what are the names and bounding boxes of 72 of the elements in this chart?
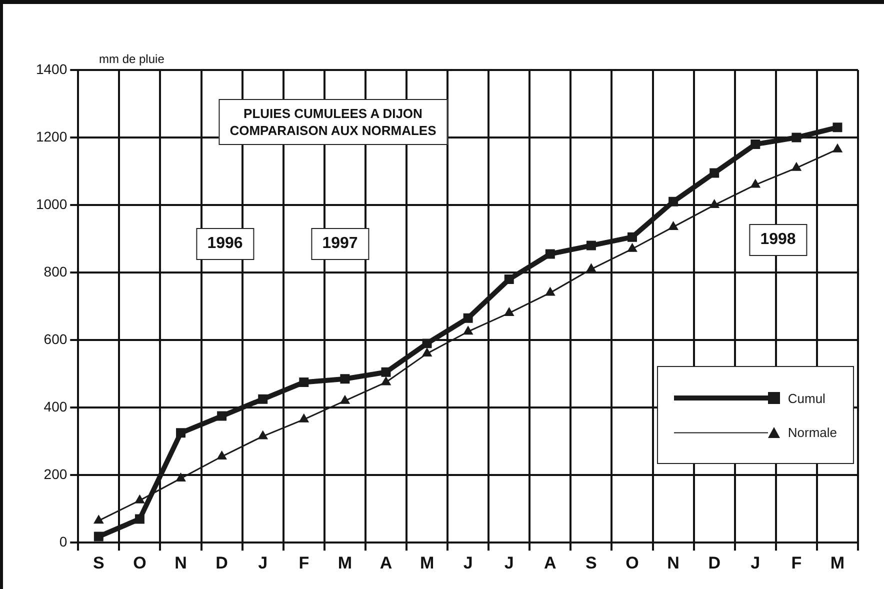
text: PLUIES CUMULEES A DIJON COMPARAISON AUX NORMALES xyxy=(218,99,448,145)
point xyxy=(94,515,104,524)
x-tick-label: J xyxy=(258,553,268,572)
point xyxy=(545,249,555,259)
point xyxy=(463,313,473,323)
x-tick-label: J xyxy=(750,553,760,572)
point xyxy=(586,264,596,272)
annotation: 1996 xyxy=(196,228,254,260)
y-tick-label: 0 xyxy=(59,533,68,550)
point xyxy=(710,168,720,178)
point xyxy=(340,374,350,384)
point xyxy=(258,430,268,440)
y-tick-label: 600 xyxy=(44,330,68,347)
x-tick-label: F xyxy=(298,553,310,572)
x-tick-label: O xyxy=(626,553,639,572)
y-tick-label: 1400 xyxy=(36,60,68,77)
x-tick-label: N xyxy=(174,553,187,572)
point xyxy=(545,287,555,296)
x-tick-label: N xyxy=(667,553,680,572)
y-tick-label: 800 xyxy=(44,263,68,280)
point xyxy=(750,140,760,150)
point xyxy=(668,221,678,230)
point xyxy=(299,378,309,387)
y-tick-label: 400 xyxy=(44,398,68,414)
point xyxy=(134,494,145,504)
point xyxy=(258,394,268,404)
point xyxy=(299,414,309,422)
point xyxy=(463,326,473,335)
point xyxy=(832,144,842,152)
x-tick-label: S xyxy=(92,553,104,572)
point xyxy=(381,367,391,377)
x-tick-label: S xyxy=(586,553,597,572)
x-tick-label: J xyxy=(504,553,514,572)
y-tick-label: 1000 xyxy=(36,196,68,212)
x-tick-label: O xyxy=(133,553,146,572)
point xyxy=(216,451,227,460)
point xyxy=(134,514,144,524)
legend-label: Normale xyxy=(788,424,837,440)
point xyxy=(94,532,104,542)
point xyxy=(668,196,678,206)
point xyxy=(710,200,720,208)
point xyxy=(176,472,186,482)
x-tick-label: J xyxy=(463,553,473,572)
point xyxy=(628,232,637,242)
point xyxy=(832,122,842,132)
annotation: 1998 xyxy=(749,224,807,256)
y-tick-label: 1200 xyxy=(36,128,68,144)
point xyxy=(792,132,802,142)
point xyxy=(422,338,432,348)
legend-label: Cumul xyxy=(788,390,826,406)
point xyxy=(176,428,186,438)
x-tick-label: A xyxy=(544,553,556,572)
x-tick-label: M xyxy=(420,553,434,572)
x-tick-label: F xyxy=(791,553,802,572)
point xyxy=(792,162,802,171)
x-tick-label: A xyxy=(380,553,392,572)
point xyxy=(340,395,350,404)
point xyxy=(504,274,514,284)
point xyxy=(217,411,227,421)
point xyxy=(381,376,391,386)
x-tick-label: D xyxy=(216,553,228,572)
annotation: 1997 xyxy=(311,228,369,260)
x-tick-label: D xyxy=(708,553,720,572)
point xyxy=(750,179,760,188)
point xyxy=(504,308,514,316)
point xyxy=(627,243,638,252)
point xyxy=(586,240,596,250)
x-tick-label: M xyxy=(338,553,352,572)
y-tick-label: 200 xyxy=(44,466,68,482)
y-axis-title: mm de pluie xyxy=(99,52,164,66)
point xyxy=(422,348,432,357)
x-tick-label: M xyxy=(830,553,845,572)
